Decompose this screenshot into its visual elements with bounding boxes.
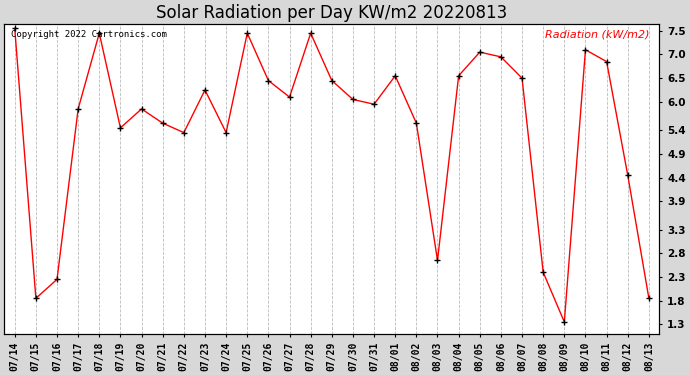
Text: Copyright 2022 Cartronics.com: Copyright 2022 Cartronics.com	[11, 30, 166, 39]
Title: Solar Radiation per Day KW/m2 20220813: Solar Radiation per Day KW/m2 20220813	[156, 4, 507, 22]
Text: Radiation (kW/m2): Radiation (kW/m2)	[545, 30, 649, 40]
